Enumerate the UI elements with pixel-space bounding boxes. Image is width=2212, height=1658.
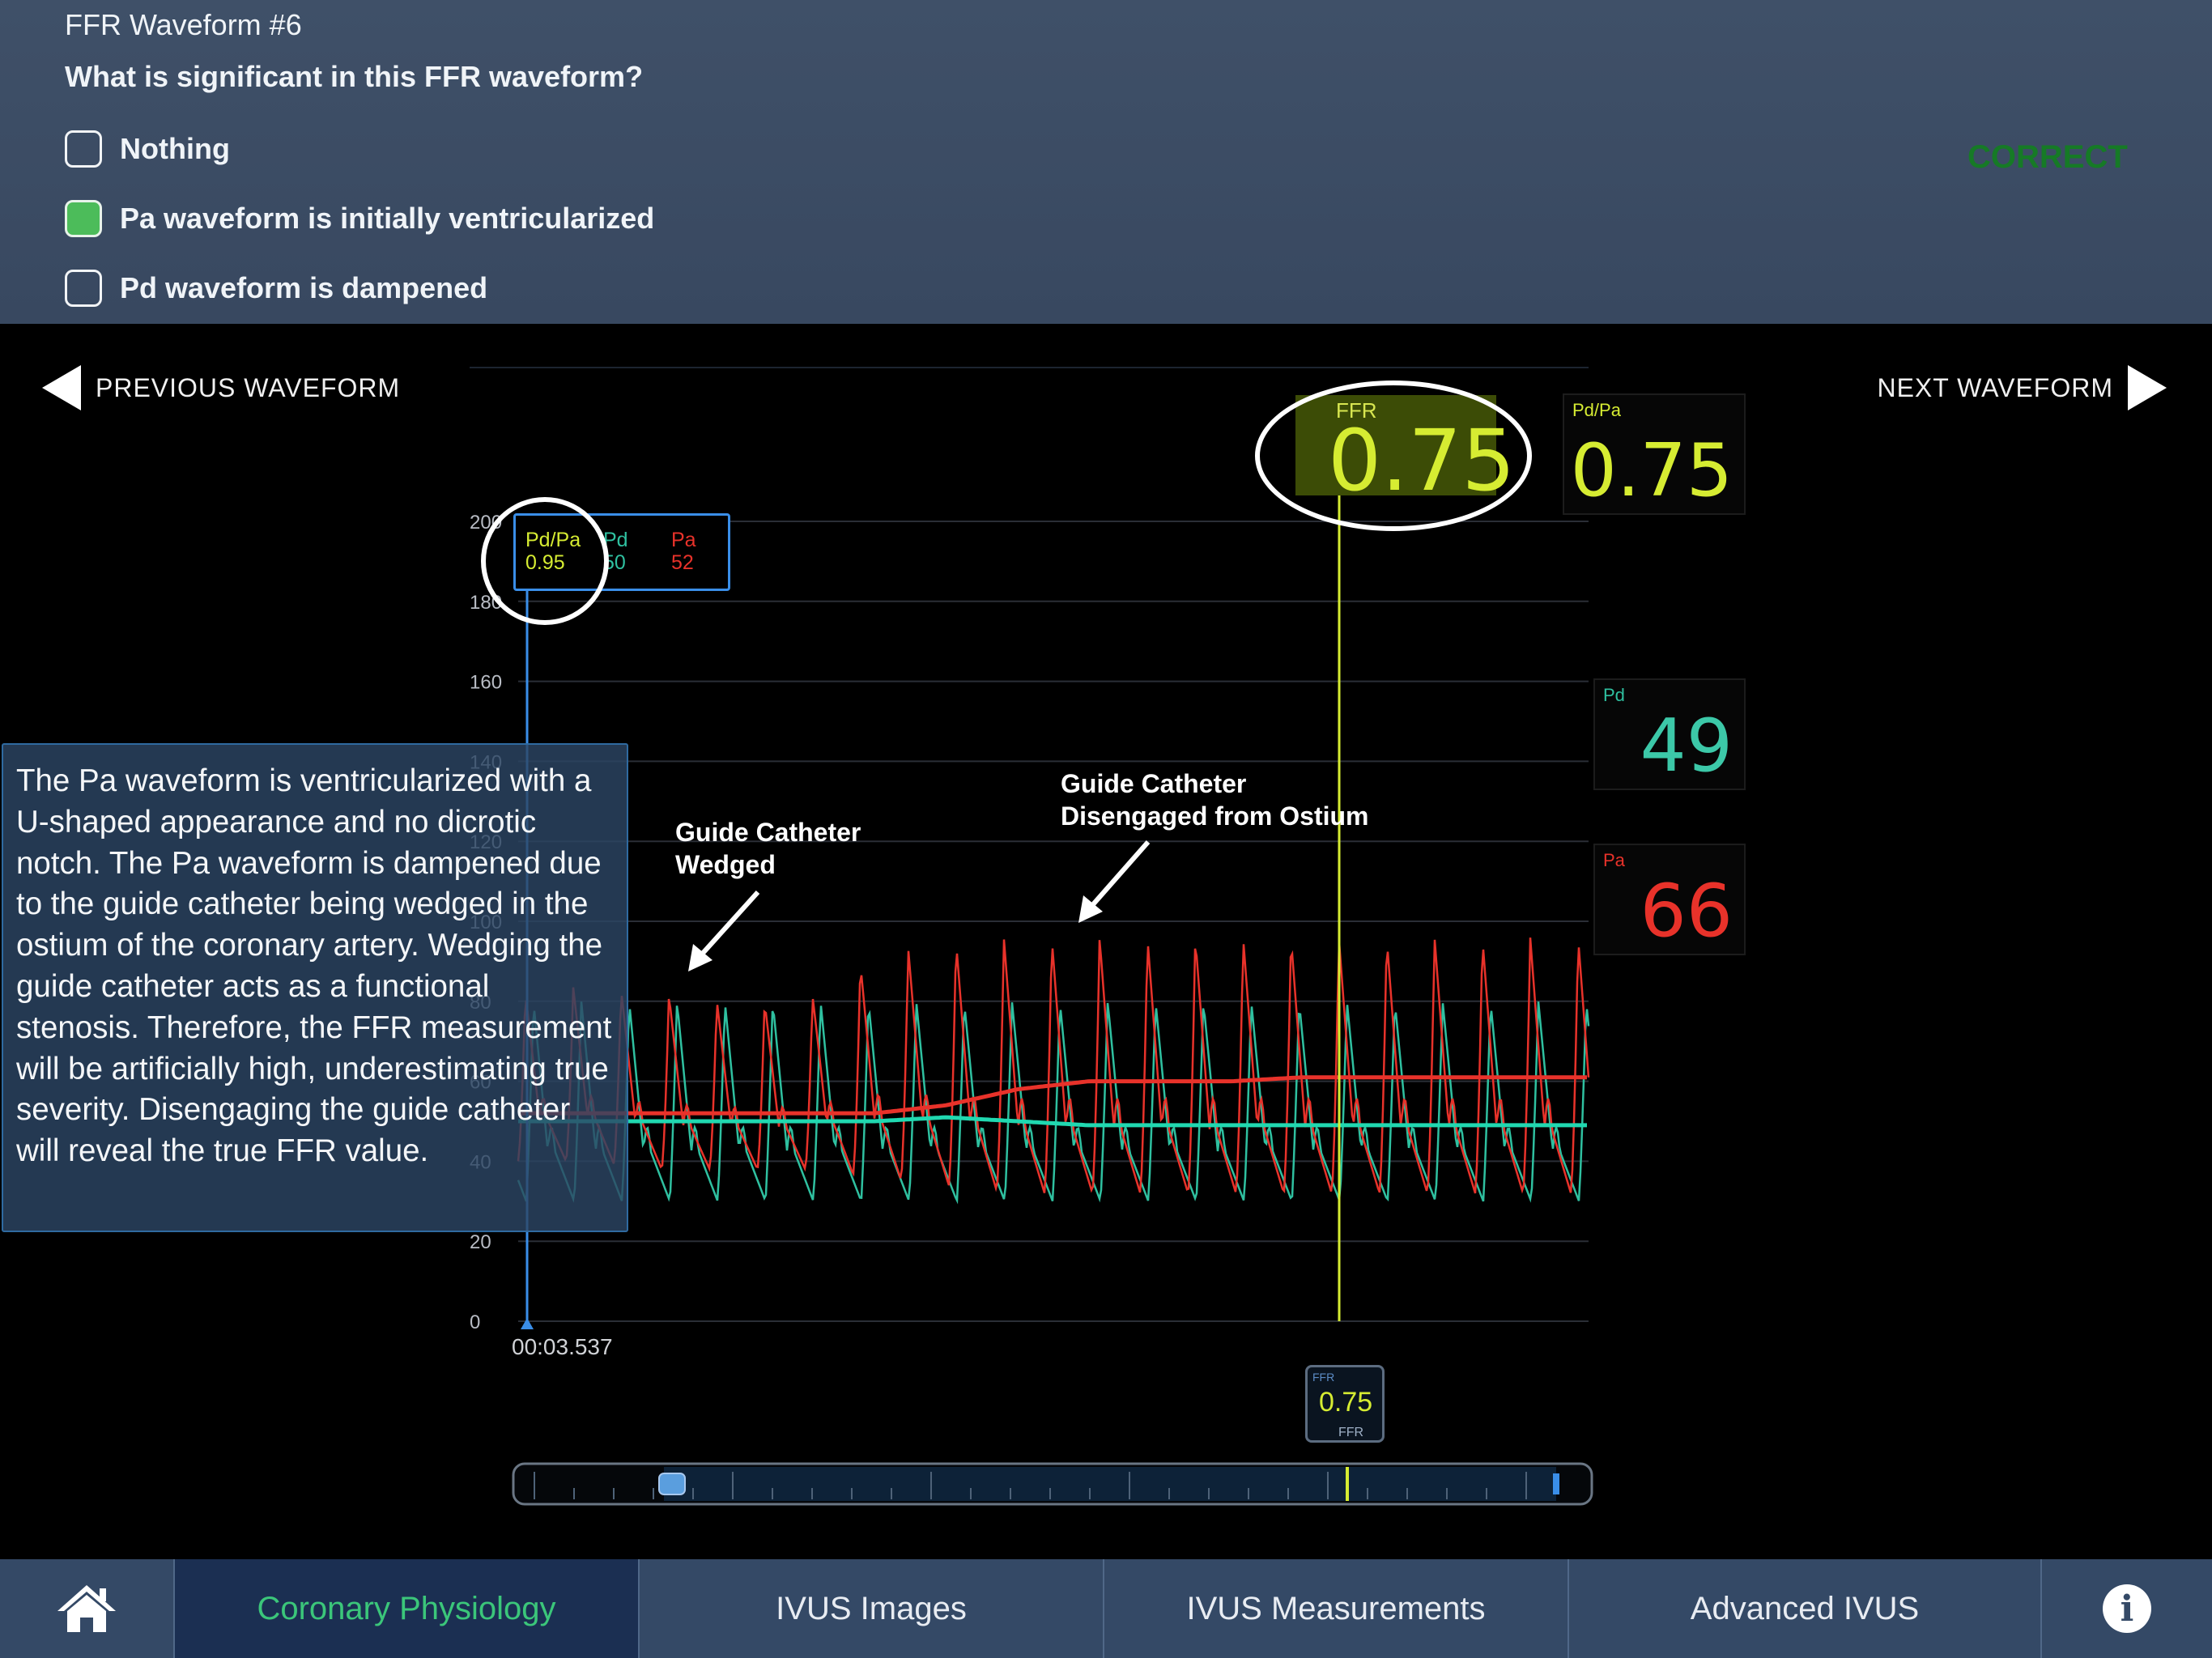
- pa-waveform: [517, 937, 1590, 1194]
- waveform-title: FFR Waveform #6: [65, 8, 302, 41]
- pd-value: 49: [1640, 704, 1733, 789]
- scrubber-ffr-marker[interactable]: FFR 0.75 FFR: [1305, 1365, 1385, 1443]
- scrubber-ffr-label: FFR: [1338, 1426, 1364, 1439]
- next-waveform-button[interactable]: NEXT WAVEFORM: [1877, 363, 2167, 413]
- tab-info[interactable]: i: [2042, 1559, 2212, 1658]
- pd-pa-label: Pd/Pa: [1572, 400, 1621, 420]
- tab-advanced-ivus[interactable]: Advanced IVUS: [1569, 1559, 2042, 1658]
- pd-pa-value: 0.75: [1570, 428, 1733, 513]
- previous-waveform-label: PREVIOUS WAVEFORM: [96, 372, 401, 402]
- arrow-right-icon: [2128, 365, 2167, 410]
- next-waveform-label: NEXT WAVEFORM: [1877, 372, 2113, 402]
- scrubber-ffr-value: 0.75: [1319, 1387, 1373, 1418]
- pd-label: Pd: [1603, 685, 1625, 705]
- pd-waveform: [517, 1001, 1590, 1205]
- tab-home[interactable]: [0, 1559, 175, 1658]
- annotation-line: Wedged: [675, 850, 776, 879]
- cursor-highlight-circle: [481, 497, 609, 625]
- explanation-panel: The Pa waveform is ventricularized with …: [2, 743, 628, 1232]
- option-pa-ventricularized[interactable]: Pa waveform is initially ventricularized: [65, 196, 654, 241]
- previous-waveform-button[interactable]: PREVIOUS WAVEFORM: [42, 363, 400, 413]
- tab-ivus-images[interactable]: IVUS Images: [640, 1559, 1104, 1658]
- cursor-time: 00:03.537: [512, 1334, 613, 1359]
- bottom-tab-bar: Coronary Physiology IVUS Images IVUS Mea…: [0, 1559, 2212, 1658]
- cursor-pa: Pa 52: [671, 529, 696, 574]
- home-icon: [57, 1585, 116, 1632]
- info-icon: i: [2103, 1584, 2151, 1633]
- arrow-left-icon: [42, 365, 81, 410]
- annotation-line: Guide Catheter: [1061, 769, 1247, 798]
- cursor-handle: [521, 1318, 534, 1329]
- result-badge: CORRECT: [1967, 139, 2128, 175]
- pd-mean-line: [518, 1115, 1587, 1128]
- question-panel: FFR Waveform #6 What is significant in t…: [0, 0, 2212, 324]
- annotation-line: Disengaged from Ostium: [1061, 801, 1369, 831]
- pa-value: 66: [1640, 869, 1733, 954]
- arrow-disengaged-icon: [1078, 840, 1151, 923]
- option-pd-dampened[interactable]: Pd waveform is dampened: [65, 266, 487, 311]
- option-label: Nothing: [120, 132, 230, 165]
- pressure-traces: [517, 937, 1590, 1205]
- annotation-disengaged: Guide Catheter Disengaged from Ostium: [1061, 767, 1369, 832]
- annotation-line: Guide Catheter: [675, 818, 861, 847]
- checkbox[interactable]: [65, 270, 102, 307]
- arrow-wedged-icon: [688, 890, 760, 971]
- grid-lines: [518, 521, 1589, 1322]
- pd-readout: Pd 49: [1593, 678, 1746, 790]
- ffr-marker-icon: FFR: [1312, 1371, 1335, 1384]
- pd-pa-readout: Pd/Pa 0.75: [1563, 393, 1746, 515]
- tab-ivus-measurements[interactable]: IVUS Measurements: [1104, 1559, 1569, 1658]
- timeline-scrubber: [512, 1462, 1593, 1506]
- ffr-highlight-circle: [1255, 380, 1532, 531]
- pa-mean-line: [518, 1075, 1587, 1116]
- scrubber-handle-right: [1553, 1473, 1559, 1494]
- option-label: Pd waveform is dampened: [120, 271, 488, 304]
- y-tick-label: 0: [470, 1312, 480, 1333]
- annotation-wedged: Guide Catheter Wedged: [675, 816, 861, 881]
- y-tick-label: 160: [470, 672, 502, 694]
- scrubber-handle-left: [658, 1473, 686, 1495]
- option-label: Pa waveform is initially ventricularized: [120, 202, 655, 235]
- pa-readout: Pa 66: [1593, 844, 1746, 955]
- cursor-pa-label: Pa: [671, 529, 696, 551]
- pa-label: Pa: [1603, 850, 1625, 870]
- y-tick-label: 20: [470, 1231, 491, 1253]
- checkbox[interactable]: [65, 130, 102, 168]
- cursor-pa-value: 52: [671, 551, 694, 574]
- checkbox-checked[interactable]: [65, 200, 102, 237]
- question-text: What is significant in this FFR waveform…: [65, 60, 644, 93]
- option-nothing[interactable]: Nothing: [65, 126, 230, 172]
- tab-coronary-physiology[interactable]: Coronary Physiology: [175, 1559, 640, 1658]
